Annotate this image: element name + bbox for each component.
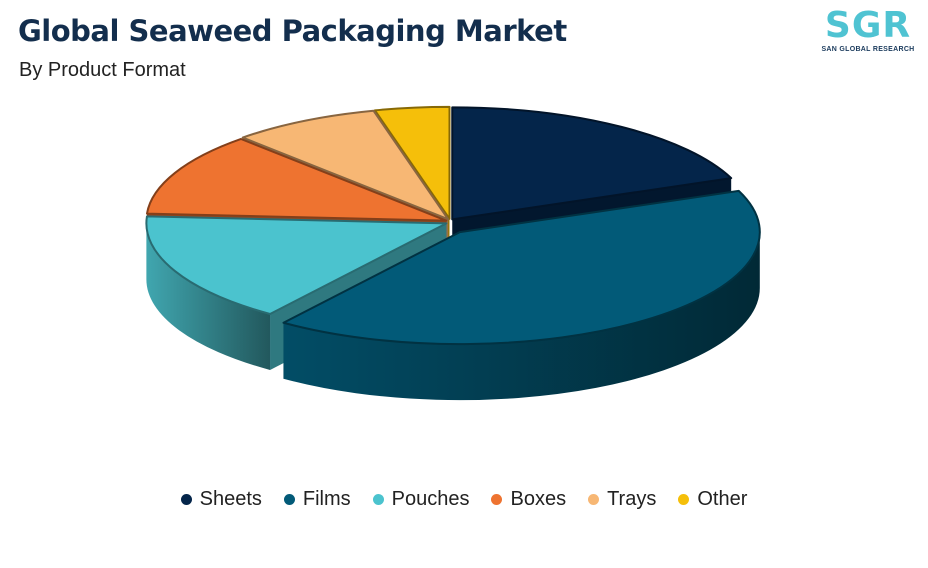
sgr-logo: SGR SAN GLOBAL RESEARCH [818,8,918,56]
slice-top-trays [241,109,450,221]
legend-item-pouches: Pouches [372,488,470,511]
slice-side-wall [146,223,271,370]
chart-title: Global Seaweed Packaging Market [18,14,567,48]
legend-label: Trays [607,488,657,510]
slice-top-boxes [145,137,448,222]
legend-swatch [678,494,690,505]
legend-item-sheets: Sheets [180,488,262,511]
pie-chart [145,105,761,401]
legend-item-films: Films [283,488,351,511]
legend-swatch [491,494,503,505]
logo-text: SAN GLOBAL RESEARCH [821,46,915,53]
legend-swatch [283,494,295,505]
legend-label: Other [697,488,748,510]
legend-label: Pouches [391,488,470,510]
legend-label: Films [302,488,351,510]
chart-subtitle: By Product Format [19,59,186,81]
legend-swatch [180,494,192,505]
logo-mark: SGR [824,5,912,46]
slice-top-sheets [451,106,733,221]
slice-films [282,189,761,401]
slice-top-films [282,189,761,346]
slice-top-pouches [145,215,448,315]
legend-swatch [588,494,600,505]
legend-label: Boxes [510,488,567,510]
slice-top-other [373,105,451,220]
legend-item-trays: Trays [588,488,656,511]
slice-side-wall [283,232,760,401]
legend-item-boxes: Boxes [491,488,566,511]
chart-legend: Sheets Films Pouches Boxes Trays Other [0,488,928,511]
legend-swatch [372,494,384,505]
legend-item-other: Other [678,488,747,511]
legend-label: Sheets [199,488,262,510]
